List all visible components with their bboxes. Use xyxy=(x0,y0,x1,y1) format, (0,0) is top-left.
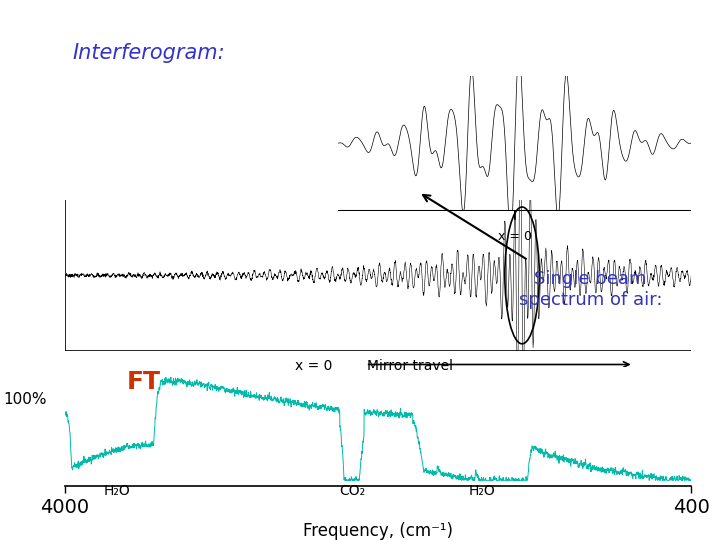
Text: FT: FT xyxy=(127,370,161,394)
Text: Mirror travel: Mirror travel xyxy=(367,359,453,373)
Text: Interferogram:: Interferogram: xyxy=(72,43,225,63)
Text: 100%: 100% xyxy=(4,392,47,407)
X-axis label: Frequency, (cm⁻¹): Frequency, (cm⁻¹) xyxy=(303,522,453,540)
Text: H₂O: H₂O xyxy=(104,484,130,498)
Text: Single beam
spectrum of air:: Single beam spectrum of air: xyxy=(519,270,662,309)
Text: x = 0: x = 0 xyxy=(294,359,332,373)
Text: x = 0: x = 0 xyxy=(498,230,532,244)
Text: CO₂: CO₂ xyxy=(340,484,366,498)
Text: H₂O: H₂O xyxy=(469,484,496,498)
